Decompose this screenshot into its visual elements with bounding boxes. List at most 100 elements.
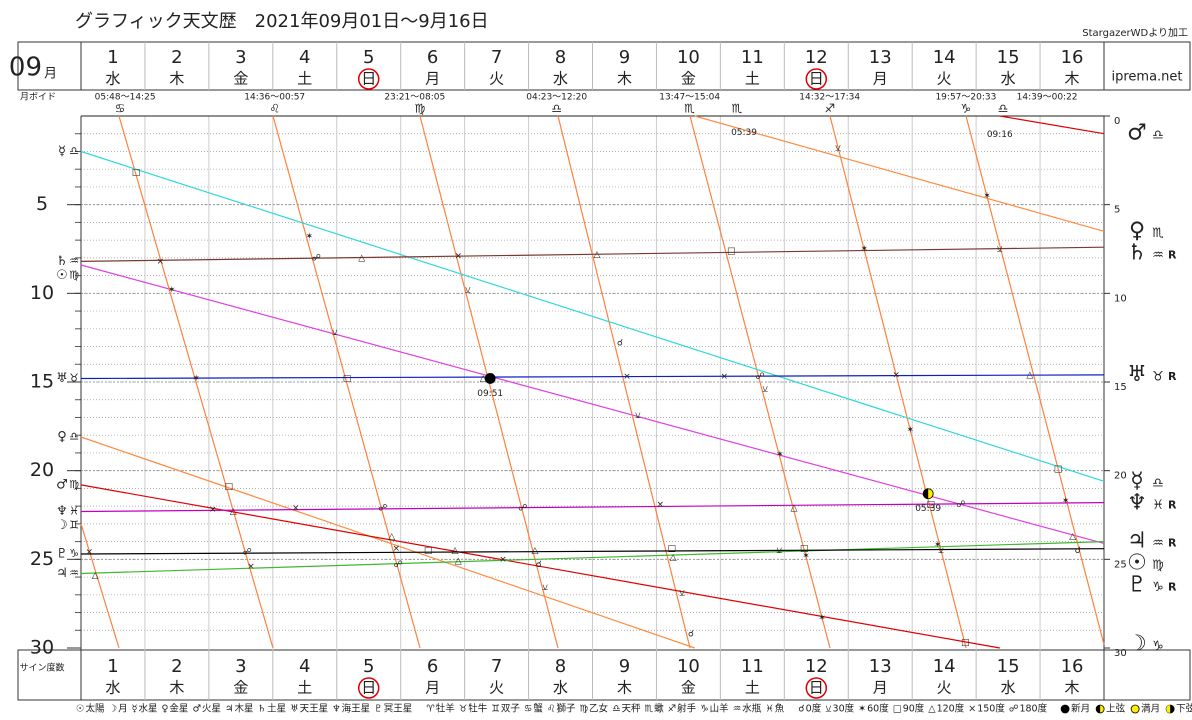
- weekday: 水: [553, 70, 568, 88]
- aspect-marker: ⚺: [635, 411, 641, 421]
- weekday: 水: [553, 679, 568, 697]
- legend-symbol: □: [893, 704, 902, 715]
- footer-frame: [17, 649, 1191, 701]
- weekday: 水: [105, 70, 120, 88]
- weekday: 土: [297, 679, 312, 697]
- day-number: 6: [427, 656, 438, 677]
- phase-half: [923, 488, 929, 499]
- day-number: 15: [997, 47, 1020, 68]
- phase-label: 05:39: [915, 504, 941, 514]
- aspect-marker: ⚺: [776, 546, 782, 556]
- right-planet-symbol: ☉: [1127, 551, 1147, 576]
- aspect-marker: ×: [499, 555, 507, 565]
- legend-symbol: ☍: [1009, 704, 1019, 715]
- right-planet-sign: ♉: [1152, 369, 1164, 384]
- aspect-marker: ☌: [688, 629, 694, 639]
- weekday: 土: [745, 679, 760, 697]
- aspect-marker: ×: [209, 505, 217, 515]
- aspect-marker: ✶: [305, 232, 313, 242]
- aspect-marker: ☍: [243, 548, 252, 558]
- day-number: 15: [997, 656, 1020, 677]
- aspect-marker: △: [790, 503, 797, 513]
- weekday: 日: [809, 679, 824, 697]
- aspect-marker: ⚺: [938, 546, 944, 556]
- legend-label: 牡羊: [436, 703, 455, 715]
- aspect-marker: ×: [247, 562, 255, 572]
- weekday: 木: [169, 679, 184, 697]
- phase-icon: [484, 373, 496, 384]
- aspect-marker: △: [358, 253, 365, 263]
- legend-symbol: ♍: [579, 704, 588, 715]
- aspect-marker: ×: [157, 257, 165, 267]
- legend-symbol: ♑: [700, 704, 709, 715]
- legend-label: 180度: [1019, 703, 1047, 715]
- legend-label: 蟹: [533, 703, 543, 715]
- planet-line: [80, 115, 1105, 649]
- aspect-marker: □: [961, 638, 970, 648]
- y2-tick-label: 0: [1114, 116, 1120, 127]
- day-number: 14: [933, 656, 956, 677]
- right-planet-symbol: ♅: [1127, 362, 1147, 387]
- aspect-marker: □: [926, 500, 935, 510]
- legend-symbol: ♃: [225, 704, 234, 715]
- day-number: 4: [299, 47, 310, 68]
- weekday: 月: [873, 70, 888, 88]
- credit: StargazerWDより加工: [1082, 27, 1188, 39]
- legend-label: 新月: [1071, 704, 1090, 715]
- y-axis-label: サイン度数: [19, 662, 64, 674]
- right-planet-sign: ♎: [1152, 128, 1164, 143]
- legend-label: 山羊: [710, 703, 729, 715]
- header-frame: [17, 41, 1191, 91]
- aspect-marker: □: [132, 168, 141, 178]
- annotation: 09:16: [987, 130, 1013, 140]
- planet-line: [80, 541, 1105, 575]
- right-planet-symbol: ♂: [1127, 121, 1147, 146]
- legend-symbol: △: [928, 704, 936, 715]
- legend-label: 冥王星: [384, 704, 413, 715]
- void-time: 13:47～15:04: [659, 93, 720, 103]
- left-planet-sign: ♉: [69, 371, 79, 384]
- y-tick-label: 20: [30, 459, 54, 481]
- legend-label: 0度: [806, 703, 822, 715]
- planet-line: [80, 502, 1105, 513]
- right-planet-sign: ♎: [1152, 476, 1164, 491]
- day-number: 11: [741, 47, 764, 68]
- aspect-marker: △: [388, 532, 395, 542]
- legend-label: 金星: [169, 703, 188, 715]
- void-time: 14:36～00:57: [244, 93, 305, 103]
- aspect-marker: △: [1069, 532, 1076, 542]
- right-planet-sign: ♒: [1152, 536, 1164, 551]
- aspect-marker: △: [594, 250, 601, 260]
- legend-label: 下弦: [1176, 703, 1192, 715]
- left-planet-sign: ♒: [69, 567, 79, 580]
- aspect-marker: ⚺: [997, 245, 1003, 255]
- left-planet-sign: ♎: [69, 430, 79, 443]
- weekday-circle: [805, 68, 828, 90]
- void-ingress: ♎: [551, 102, 562, 116]
- right-planet-sign: ♓: [1152, 498, 1164, 513]
- void-label: 月ボイド: [20, 92, 56, 103]
- retrograde: R: [1168, 498, 1177, 511]
- legend-label: 蠍: [654, 703, 664, 715]
- aspect-marker: ☌: [1075, 546, 1081, 556]
- right-planet-symbol: ♆: [1127, 490, 1147, 515]
- left-planet-symbol: ☽: [56, 518, 68, 533]
- weekday: 金: [681, 679, 696, 697]
- legend-label: 射手: [677, 703, 697, 715]
- aspect-marker: ✶: [860, 245, 868, 255]
- right-planet-sign: ♑: [1152, 580, 1164, 595]
- aspect-marker: □: [800, 544, 809, 554]
- y-tick-label: 25: [30, 548, 54, 570]
- day-number: 12: [805, 656, 828, 677]
- weekday: 日: [809, 70, 824, 88]
- aspect-marker: ⚺: [542, 583, 548, 593]
- legend-symbol: ☿: [132, 704, 138, 715]
- legend-label: 天王星: [300, 704, 329, 715]
- aspect-marker: △: [92, 571, 99, 581]
- day-number: 5: [363, 47, 374, 68]
- y2-tick-label: 20: [1114, 471, 1127, 482]
- day-number: 6: [427, 47, 438, 68]
- left-planet-symbol: ☉: [56, 268, 68, 283]
- aspect-marker: ⚺: [332, 328, 338, 338]
- left-planet-sign: ♍: [69, 478, 79, 491]
